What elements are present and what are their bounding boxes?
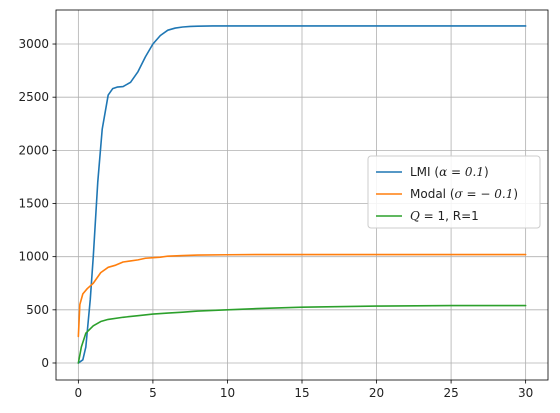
x-tick-label: 25 <box>443 386 458 400</box>
y-tick-label: 1500 <box>18 197 49 211</box>
series-lines <box>77 25 527 364</box>
legend: LMI (α = 0.1) Modal (σ = − 0.1) Q = 1, R=1 <box>367 155 541 229</box>
x-tick-label: 20 <box>369 386 384 400</box>
x-tick-label: 0 <box>75 386 83 400</box>
legend-label: Q = 1, R=1 <box>410 209 479 223</box>
y-tick-label: 0 <box>41 356 49 370</box>
series-line-3 <box>77 304 527 364</box>
legend-label: Modal (σ = − 0.1) <box>410 187 518 201</box>
series-line-1 <box>77 25 527 364</box>
series-line-2 <box>77 253 527 338</box>
x-tick-label: 15 <box>294 386 309 400</box>
legend-label: LMI (α = 0.1) <box>410 165 489 179</box>
x-tick-label: 10 <box>220 386 235 400</box>
y-tick-label: 2500 <box>18 90 49 104</box>
legend-box <box>367 155 541 229</box>
axis-ticks: 0 5 10 15 20 25 30 0 500 1000 1500 2000 2500 3000 <box>18 37 533 400</box>
y-tick-label: 3000 <box>18 37 49 51</box>
y-tick-label: 500 <box>26 303 49 317</box>
x-tick-label: 5 <box>149 386 157 400</box>
x-tick-label: 30 <box>518 386 533 400</box>
y-tick-label: 1000 <box>18 250 49 264</box>
y-tick-label: 2000 <box>18 143 49 157</box>
